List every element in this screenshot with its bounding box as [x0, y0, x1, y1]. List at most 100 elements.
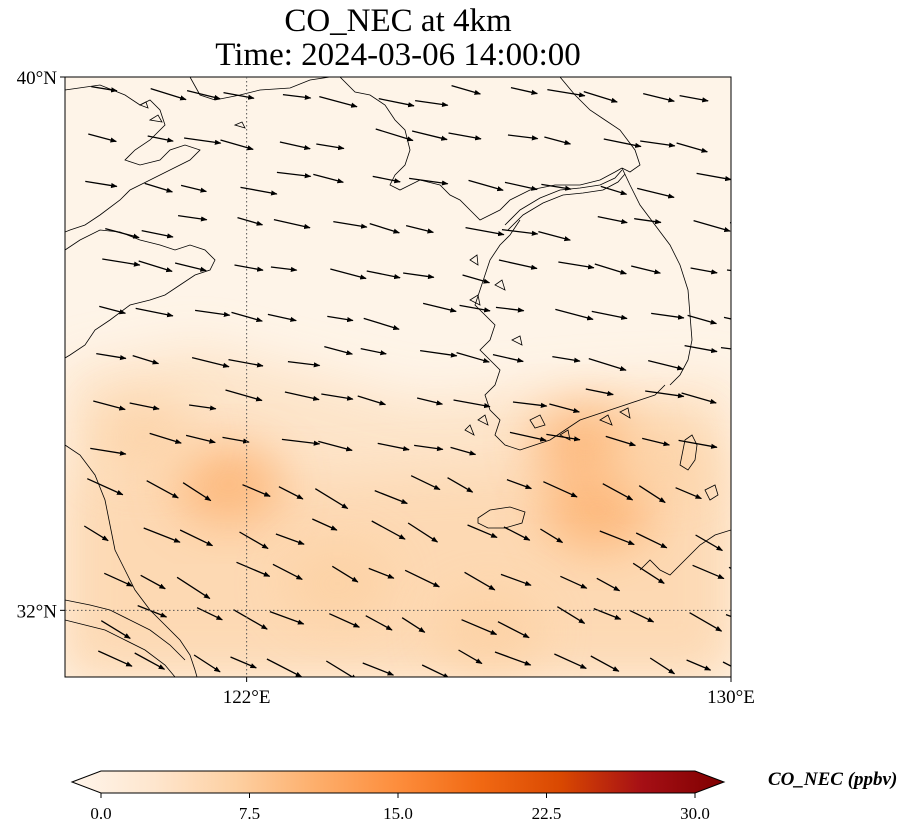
- wind-arrow: [278, 486, 304, 500]
- wind-arrow: [678, 439, 718, 449]
- coastlines: [65, 77, 731, 677]
- wind-arrow: [104, 572, 134, 587]
- wind-arrow: [134, 652, 166, 670]
- wind-arrow: [555, 308, 594, 321]
- wind-arrow: [193, 654, 221, 673]
- wind-arrow: [421, 664, 450, 677]
- wind-arrow: [182, 482, 212, 502]
- wind-arrow: [728, 566, 731, 570]
- wind-arrow: [138, 260, 173, 273]
- wind-arrow: [411, 130, 448, 141]
- wind-arrow: [729, 222, 731, 224]
- wind-arrow: [512, 401, 548, 408]
- wind-arrow: [196, 607, 223, 621]
- wind-arrow: [374, 490, 408, 505]
- coastline-korea-east: [621, 167, 693, 386]
- wind-arrow: [649, 657, 676, 675]
- wind-arrow: [316, 143, 345, 151]
- colorbar-body: [70, 770, 726, 794]
- wind-arrow: [330, 268, 367, 280]
- lat-tick-label: 32°N: [17, 601, 58, 622]
- wind-arrow: [276, 171, 312, 179]
- wind-arrow: [501, 229, 539, 236]
- wind-arrow: [99, 305, 126, 315]
- wind-arrow: [313, 173, 344, 184]
- wind-arrow: [407, 522, 439, 543]
- wind-arrow: [495, 306, 525, 313]
- wind-arrow: [321, 393, 354, 401]
- wind-arrow: [90, 447, 127, 456]
- wind-arrow: [195, 309, 231, 317]
- wind-arrow: [547, 89, 586, 98]
- wind-arrow: [377, 442, 410, 452]
- wind-arrow: [458, 649, 483, 665]
- wind-arrow: [222, 436, 250, 444]
- wind-arrow: [560, 575, 588, 589]
- wind-arrow: [453, 399, 491, 409]
- wind-arrow: [287, 361, 321, 368]
- wind-arrow: [726, 269, 731, 272]
- wind-arrow: [220, 139, 254, 151]
- wind-arrow: [414, 444, 444, 452]
- wind-arrow: [312, 518, 338, 531]
- wind-arrow: [544, 136, 572, 145]
- wind-arrow: [549, 403, 580, 413]
- wind-arrow: [590, 655, 620, 672]
- coastline-tsushima: [679, 434, 698, 471]
- wind-arrow: [102, 258, 141, 267]
- wind-arrow: [723, 316, 731, 320]
- wind-arrow: [693, 220, 731, 233]
- wind-arrow: [596, 577, 621, 592]
- co-hotspot: [433, 590, 544, 671]
- wind-arrow: [497, 621, 530, 639]
- wind-arrow: [594, 263, 627, 275]
- wind-arrow: [144, 182, 174, 193]
- wind-arrow: [541, 183, 572, 191]
- wind-arrow: [141, 230, 174, 239]
- coastline-bohai-east: [339, 77, 623, 221]
- wind-arrow: [91, 86, 118, 93]
- co-hotspot: [282, 543, 393, 624]
- wind-arrow: [599, 530, 635, 546]
- wind-arrow: [363, 317, 400, 331]
- wind-arrow: [178, 215, 208, 222]
- wind-arrow: [631, 265, 661, 275]
- colorbar: 0.0 7.5 15.0 22.5 30.0: [70, 770, 726, 823]
- wind-arrow: [500, 573, 532, 586]
- wind-arrow: [722, 661, 731, 667]
- wind-arrow: [600, 185, 628, 196]
- wind-arrow: [450, 446, 477, 456]
- wind-arrow: [236, 561, 271, 577]
- wind-arrow: [146, 480, 179, 499]
- axis-tick-labels: 40°N 32°N 122°E 130°E: [17, 68, 755, 708]
- co-hotspot: [88, 397, 199, 477]
- wind-arrow: [465, 227, 505, 237]
- wind-arrow: [284, 391, 320, 401]
- colorbar-ticks: 0.0 7.5 15.0 22.5 30.0: [90, 793, 710, 823]
- wind-arrow: [462, 274, 491, 284]
- wind-arrow: [676, 142, 708, 153]
- wind-arrow: [642, 437, 671, 447]
- wind-arrow: [585, 388, 614, 396]
- wind-arrow: [147, 135, 174, 143]
- wind-arrow: [410, 475, 441, 491]
- wind-arrow: [733, 175, 765, 179]
- wind-arrow: [603, 138, 642, 148]
- wind-arrow: [643, 93, 675, 103]
- wind-arrow: [176, 576, 211, 600]
- wind-arrow: [546, 433, 581, 442]
- wind-arrow: [597, 216, 628, 225]
- wind-arrow: [324, 346, 353, 356]
- wind-arrow: [692, 564, 725, 580]
- wind-arrow: [357, 395, 387, 406]
- wind-arrow: [174, 262, 207, 272]
- coastline-jeju: [477, 506, 526, 529]
- wind-arrow: [137, 605, 168, 618]
- wind-arrow: [333, 221, 368, 229]
- wind-arrow: [314, 488, 349, 510]
- wind-arrow: [360, 348, 387, 356]
- wind-arrow: [510, 87, 538, 95]
- wind-arrow: [275, 533, 305, 545]
- co-hotspot: [173, 443, 284, 524]
- wind-arrow: [366, 270, 401, 280]
